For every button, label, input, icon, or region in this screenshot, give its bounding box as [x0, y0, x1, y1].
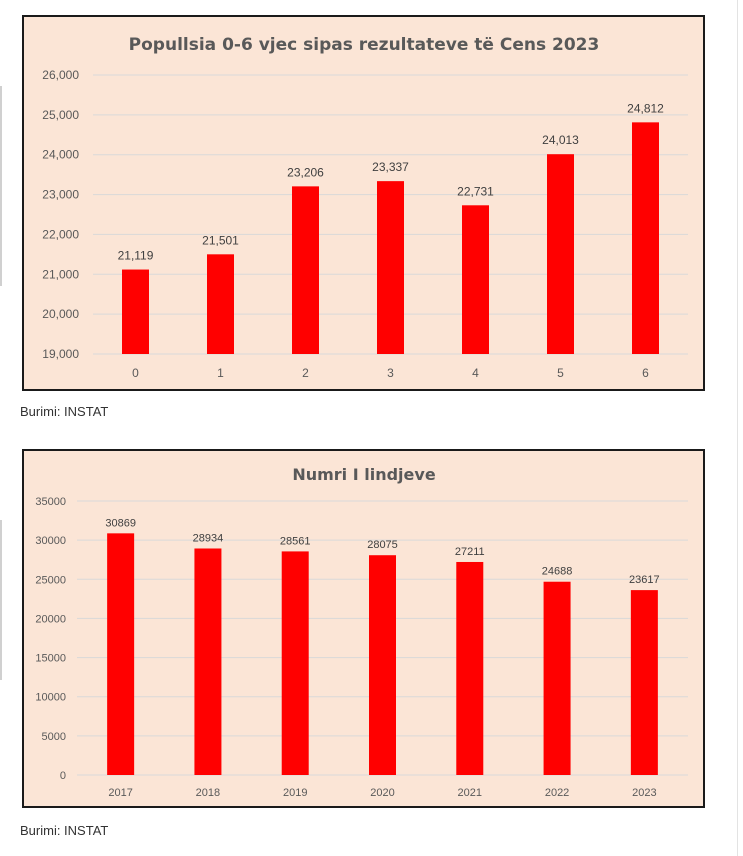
bar [462, 205, 489, 354]
data-label: 28561 [280, 535, 311, 547]
y-tick-label: 22,000 [42, 227, 79, 241]
y-tick-label: 20,000 [42, 307, 79, 321]
x-tick-label: 2023 [632, 787, 656, 799]
chart-title: Numri I lindjeve [292, 465, 436, 484]
left-edge-marker [0, 86, 2, 286]
x-tick-label: 4 [472, 366, 479, 380]
data-label: 28075 [367, 539, 398, 551]
x-tick-label: 2 [302, 366, 309, 380]
data-label: 21,119 [118, 249, 154, 263]
population-chart: Popullsia 0-6 vjec sipas rezultateve të … [22, 15, 705, 391]
bar [547, 154, 574, 354]
data-label: 22,731 [457, 184, 494, 198]
y-tick-label: 0 [60, 770, 66, 782]
left-edge-marker [0, 520, 2, 680]
data-label: 23,337 [372, 160, 409, 174]
data-label: 23,206 [287, 165, 324, 179]
page-divider [737, 0, 738, 856]
bar [630, 590, 658, 775]
y-tick-label: 10000 [35, 692, 66, 704]
data-label: 24688 [542, 566, 573, 578]
births-chart-svg: Numri I lindjeve 0 5000 10000 15000 20000 2500… [35, 465, 688, 799]
y-tick-label: 21,000 [42, 267, 79, 281]
y-tick-label: 20000 [35, 613, 66, 625]
y-tick-label: 19,000 [42, 347, 79, 361]
bar [377, 181, 404, 354]
bar [292, 186, 319, 354]
bar [456, 561, 484, 775]
data-label: 27211 [455, 546, 485, 558]
x-tick-label: 2018 [196, 787, 220, 799]
y-tick-label: 26,000 [42, 68, 79, 82]
y-tick-label: 15000 [35, 653, 66, 665]
x-tick-label: 2022 [545, 787, 569, 799]
x-tick-label: 1 [217, 366, 224, 380]
y-tick-label: 23,000 [42, 188, 79, 202]
y-tick-label: 25000 [35, 574, 66, 586]
x-tick-label: 2020 [370, 787, 394, 799]
source-caption: Burimi: INSTAT [20, 823, 109, 838]
data-label: 23617 [629, 574, 660, 586]
x-tick-label: 0 [132, 366, 139, 380]
x-tick-label: 2017 [108, 787, 132, 799]
data-label: 30869 [105, 517, 136, 529]
source-caption: Burimi: INSTAT [20, 404, 109, 419]
y-tick-label: 24,000 [42, 148, 79, 162]
y-tick-label: 5000 [42, 731, 66, 743]
x-tick-label: 6 [642, 366, 649, 380]
y-tick-label: 35000 [35, 496, 66, 508]
x-tick-label: 2019 [283, 787, 307, 799]
x-tick-label: 2021 [458, 787, 482, 799]
x-tick-label: 3 [387, 366, 394, 380]
bar [632, 122, 659, 355]
data-label: 24,013 [542, 133, 579, 147]
bar [543, 581, 571, 775]
births-chart: Numri I lindjeve 0 5000 10000 15000 20000 2500… [22, 449, 705, 808]
chart-title: Popullsia 0-6 vjec sipas rezultateve të … [129, 35, 600, 55]
bar [107, 533, 135, 775]
bar [207, 254, 234, 354]
data-label: 24,812 [627, 101, 664, 115]
bar [281, 551, 309, 775]
y-tick-label: 30000 [35, 535, 66, 547]
bar [194, 548, 222, 775]
bar [369, 555, 396, 775]
data-label: 28934 [193, 532, 224, 544]
data-label: 21,501 [202, 233, 239, 247]
x-tick-label: 5 [557, 366, 564, 380]
y-tick-label: 25,000 [42, 108, 79, 122]
population-chart-svg: Popullsia 0-6 vjec sipas rezultateve të … [42, 35, 688, 380]
bar [122, 269, 149, 354]
